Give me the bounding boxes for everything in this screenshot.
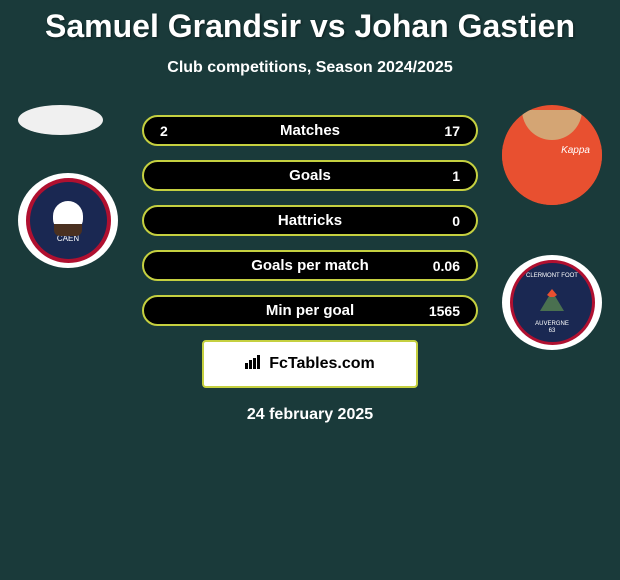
stat-label: Goals per match <box>251 257 369 274</box>
stat-row-gpm: Goals per match 0.06 <box>142 250 478 281</box>
stats-container: 2 Matches 17 Goals 1 Hattricks 0 Goals p… <box>142 115 478 326</box>
stat-label: Min per goal <box>266 302 354 319</box>
stat-right-value: 1 <box>452 168 460 184</box>
stat-row-goals: Goals 1 <box>142 160 478 191</box>
stat-row-mpg: Min per goal 1565 <box>142 295 478 326</box>
player2-avatar: Kappa <box>502 105 602 205</box>
stat-row-matches: 2 Matches 17 <box>142 115 478 146</box>
stat-row-hattricks: Hattricks 0 <box>142 205 478 236</box>
subtitle: Club competitions, Season 2024/2025 <box>0 59 620 77</box>
stat-left-value: 2 <box>160 123 168 139</box>
club2-bottom-text: AUVERGNE 63 <box>535 321 569 334</box>
club2-top-text: CLERMONT FOOT <box>526 273 578 279</box>
club1-logo: CAEN <box>18 173 118 268</box>
stat-right-value: 1565 <box>429 303 460 319</box>
date-label: 24 february 2025 <box>10 406 610 424</box>
player2-shirt-brand: Kappa <box>561 145 590 156</box>
comparison-area: CAEN Kappa CLERMONT FOOT AUVERGNE 63 2 M… <box>0 115 620 424</box>
page-title: Samuel Grandsir vs Johan Gastien <box>0 0 620 45</box>
stat-right-value: 0.06 <box>433 258 460 274</box>
stat-label: Matches <box>280 122 340 139</box>
stat-label: Hattricks <box>278 212 342 229</box>
stat-right-value: 0 <box>452 213 460 229</box>
stat-right-value: 17 <box>444 123 460 139</box>
fctables-logo-box[interactable]: FcTables.com <box>202 340 418 388</box>
chart-icon <box>245 355 263 374</box>
fctables-label: FcTables.com <box>269 355 375 373</box>
stat-label: Goals <box>289 167 331 184</box>
player1-avatar <box>18 105 103 135</box>
club2-logo: CLERMONT FOOT AUVERGNE 63 <box>502 255 602 350</box>
